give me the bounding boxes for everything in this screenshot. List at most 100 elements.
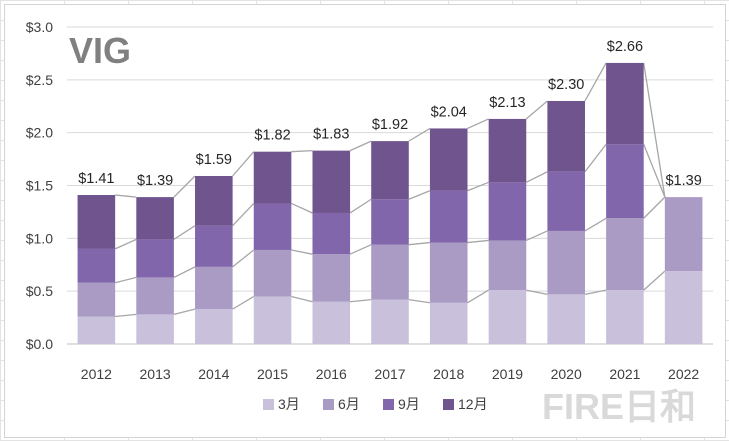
series-line [584, 62, 607, 102]
series-line [232, 249, 255, 268]
watermark: FIRE日和 [542, 386, 696, 427]
total-data-label: $2.13 [489, 95, 525, 111]
series-line [467, 289, 489, 304]
bar-segment[interactable] [371, 141, 409, 200]
bar-segment[interactable] [547, 171, 585, 231]
series-line [584, 143, 607, 173]
legend-swatch [323, 399, 334, 410]
chart-svg: $1.41 $1.39 $1.59 $1.82 $1.83 $1.92 $2.04 $2.13… [26, 19, 713, 427]
bar-segment[interactable] [664, 271, 703, 344]
bar-segment[interactable] [136, 197, 174, 240]
series-line [643, 196, 666, 219]
series-line [584, 289, 607, 295]
series-line [114, 238, 137, 250]
y-tick-label: $0.0 [26, 336, 53, 352]
total-data-label: $1.59 [196, 152, 232, 168]
series-line [526, 289, 548, 295]
bar-segment[interactable] [312, 150, 351, 213]
total-data-label: $2.30 [548, 77, 584, 93]
series-line [173, 175, 196, 198]
x-tick-label: 2017 [374, 366, 405, 382]
bar-segment[interactable] [606, 290, 644, 344]
bar-segment[interactable] [195, 266, 233, 310]
data-labels: $1.41 $1.39 $1.59 $1.82 $1.83 $1.92 $2.04 $2.13… [78, 39, 702, 189]
series-line [349, 198, 372, 214]
series-line [467, 181, 489, 192]
y-tick-label: $2.0 [26, 125, 53, 141]
bar-segment[interactable] [312, 254, 351, 302]
bar-segment[interactable] [77, 195, 116, 249]
bar-segment[interactable] [77, 316, 116, 344]
series-line [408, 298, 431, 304]
legend-label: 9月 [398, 396, 420, 412]
bar-segment[interactable] [195, 175, 233, 226]
total-data-label: $1.39 [665, 173, 701, 189]
series-line [114, 276, 137, 284]
series-line [291, 202, 313, 214]
bar-segment[interactable] [488, 240, 527, 291]
x-tick-label: 2015 [257, 366, 288, 382]
bar-segment[interactable] [253, 151, 292, 204]
y-tick-label: $1.0 [26, 230, 53, 246]
bar-segment[interactable] [195, 225, 233, 267]
bar-segment[interactable] [488, 290, 527, 344]
chart-title: VIG [69, 30, 131, 71]
bar-segment[interactable] [253, 203, 292, 250]
bar-segment[interactable] [136, 277, 174, 315]
chart-frame[interactable]: $1.41 $1.39 $1.59 $1.82 $1.83 $1.92 $2.04 $2.13… [4, 4, 726, 438]
bar-segment[interactable] [606, 218, 644, 291]
total-data-label: $1.83 [313, 127, 349, 143]
bar-segment[interactable] [664, 197, 703, 272]
series-line [291, 249, 313, 255]
bar-segment[interactable] [429, 242, 468, 303]
total-data-label: $1.82 [254, 128, 290, 144]
bar-segment[interactable] [371, 299, 409, 344]
series-line [291, 149, 313, 153]
x-tick-label: 2020 [551, 366, 582, 382]
x-tick-label: 2019 [492, 366, 523, 382]
bar-segment[interactable] [371, 244, 409, 300]
bar-segment[interactable] [606, 62, 644, 145]
series-line [232, 203, 255, 227]
bar-segment[interactable] [429, 302, 468, 344]
total-data-label: $1.41 [78, 171, 114, 187]
series-line [467, 118, 489, 130]
bar-segment[interactable] [606, 144, 644, 219]
bar-segment[interactable] [312, 212, 351, 255]
bar-segment[interactable] [136, 314, 174, 344]
bars [77, 62, 703, 344]
x-tick-label: 2021 [609, 366, 640, 382]
series-line [525, 230, 548, 242]
bar-segment[interactable] [77, 282, 116, 317]
x-tick-label: 2014 [198, 366, 229, 382]
bar-segment[interactable] [195, 309, 233, 344]
bar-segment[interactable] [312, 301, 351, 344]
bar-segment[interactable] [488, 182, 527, 241]
series-line [173, 266, 196, 279]
y-tick-label: $0.5 [26, 283, 53, 299]
series-line [232, 151, 255, 177]
bar-segment[interactable] [547, 294, 585, 344]
y-tick-label: $1.5 [26, 178, 53, 194]
legend-label: 3月 [278, 396, 300, 412]
series-line [408, 241, 430, 246]
total-data-label: $1.39 [137, 173, 173, 189]
bar-segment[interactable] [253, 249, 292, 297]
series-line [525, 100, 548, 120]
series-line [349, 140, 372, 152]
legend-swatch [383, 399, 394, 410]
bar-segment[interactable] [371, 199, 409, 245]
series-line [173, 308, 196, 316]
bar-segment[interactable] [136, 239, 174, 278]
series-line [173, 225, 196, 240]
series-line [643, 144, 666, 198]
bar-segment[interactable] [547, 100, 585, 172]
bar-segment[interactable] [547, 230, 585, 295]
bar-segment[interactable] [253, 296, 292, 344]
series-line [115, 313, 137, 318]
bar-segment[interactable] [488, 118, 527, 183]
bar-segment[interactable] [77, 248, 116, 283]
bar-segment[interactable] [429, 128, 468, 191]
bar-segment[interactable] [429, 190, 468, 243]
legend: 3月 6月 9月 12月 [263, 396, 488, 412]
